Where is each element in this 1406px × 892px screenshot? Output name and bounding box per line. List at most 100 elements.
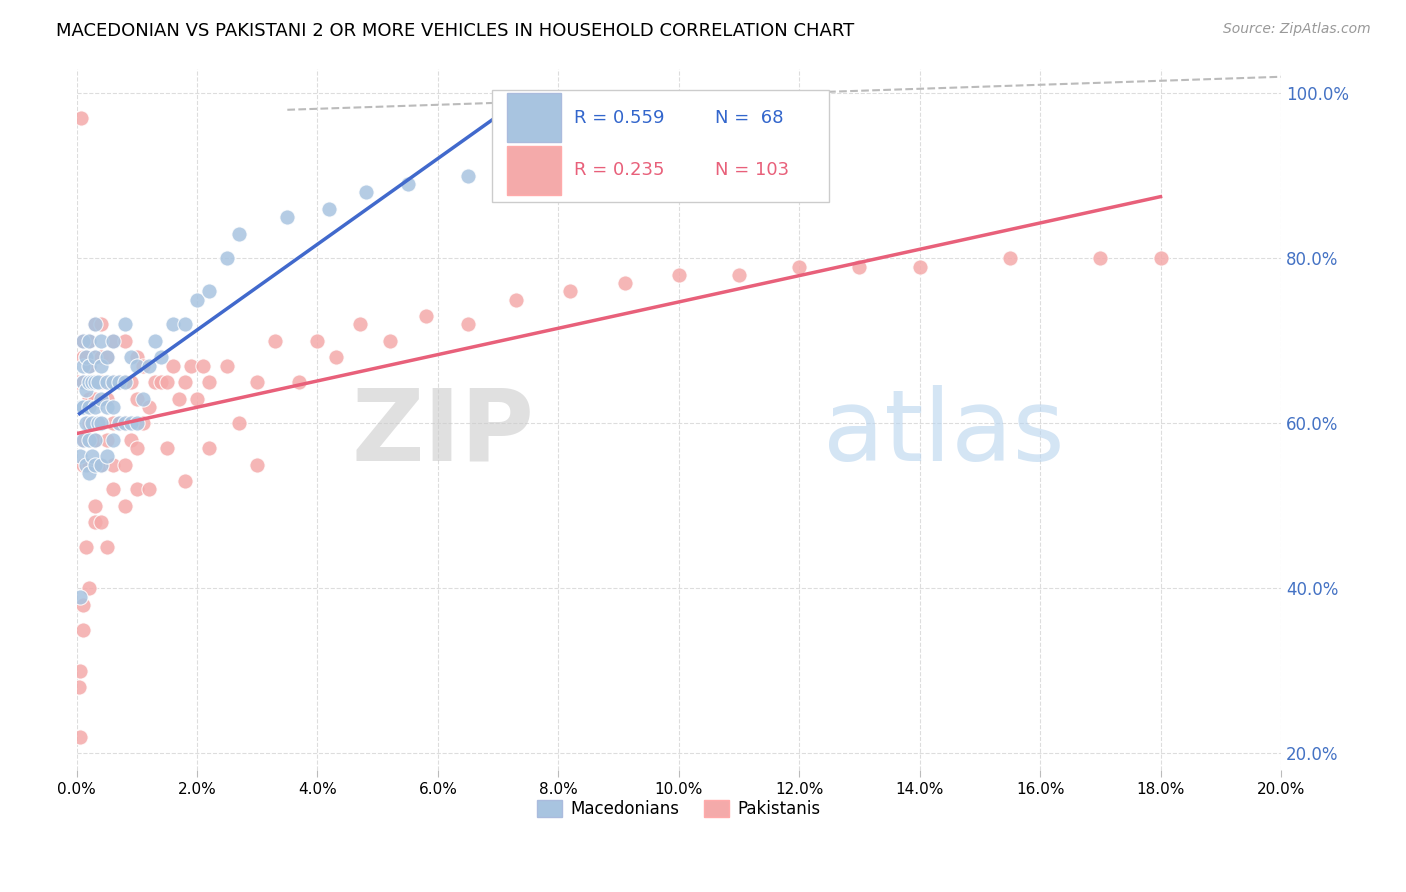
- Point: [75, 458, 97, 472]
- Point: [125, 441, 148, 455]
- Point: [70, 111, 93, 125]
- Point: [125, 359, 148, 373]
- Point: [90, 417, 112, 431]
- Point: [1090, 252, 1112, 266]
- Point: [80, 375, 103, 389]
- Point: [517, 153, 540, 167]
- Point: [162, 318, 184, 332]
- Point: [77, 466, 100, 480]
- Point: [125, 392, 148, 406]
- Point: [143, 334, 166, 348]
- Point: [101, 400, 124, 414]
- Point: [73, 433, 96, 447]
- Point: [787, 260, 810, 274]
- Point: [75, 351, 97, 365]
- Point: [174, 474, 197, 488]
- Point: [120, 375, 142, 389]
- Text: N =  68: N = 68: [714, 109, 783, 127]
- Point: [186, 293, 208, 307]
- Point: [264, 334, 287, 348]
- Point: [80, 375, 103, 389]
- Point: [101, 334, 124, 348]
- Point: [307, 334, 329, 348]
- Point: [125, 351, 148, 365]
- Point: [908, 260, 931, 274]
- Text: ZIP: ZIP: [352, 384, 534, 482]
- Point: [107, 417, 129, 431]
- Point: [83, 433, 105, 447]
- Point: [90, 516, 112, 530]
- Point: [90, 392, 112, 406]
- Point: [86, 375, 108, 389]
- Point: [138, 483, 160, 497]
- Point: [114, 499, 136, 513]
- Point: [83, 318, 105, 332]
- Point: [69, 730, 91, 744]
- Point: [668, 268, 690, 282]
- Point: [125, 483, 148, 497]
- Point: [77, 375, 100, 389]
- Point: [80, 417, 103, 431]
- Point: [72, 375, 94, 389]
- Point: [83, 433, 105, 447]
- Point: [848, 260, 870, 274]
- Point: [114, 334, 136, 348]
- Point: [83, 458, 105, 472]
- Point: [138, 359, 160, 373]
- Point: [77, 334, 100, 348]
- Point: [349, 318, 371, 332]
- Point: [77, 400, 100, 414]
- Point: [560, 285, 582, 299]
- Point: [246, 458, 269, 472]
- Point: [67, 681, 90, 695]
- Point: [96, 375, 118, 389]
- Point: [198, 285, 221, 299]
- Point: [90, 458, 112, 472]
- Point: [96, 351, 118, 365]
- Point: [96, 392, 118, 406]
- Point: [114, 318, 136, 332]
- Point: [90, 458, 112, 472]
- Point: [114, 458, 136, 472]
- Point: [90, 375, 112, 389]
- Point: [83, 392, 105, 406]
- Point: [246, 375, 269, 389]
- Text: N = 103: N = 103: [714, 161, 789, 179]
- Point: [198, 441, 221, 455]
- Point: [77, 334, 100, 348]
- Point: [77, 359, 100, 373]
- Point: [149, 351, 172, 365]
- Point: [613, 276, 636, 290]
- Point: [125, 417, 148, 431]
- Text: MACEDONIAN VS PAKISTANI 2 OR MORE VEHICLES IN HOUSEHOLD CORRELATION CHART: MACEDONIAN VS PAKISTANI 2 OR MORE VEHICL…: [56, 22, 855, 40]
- Point: [114, 375, 136, 389]
- Point: [86, 417, 108, 431]
- Point: [72, 458, 94, 472]
- Point: [107, 375, 129, 389]
- Point: [101, 375, 124, 389]
- Point: [83, 516, 105, 530]
- Point: [77, 392, 100, 406]
- Point: [132, 392, 155, 406]
- Point: [114, 417, 136, 431]
- Point: [77, 433, 100, 447]
- Point: [72, 623, 94, 637]
- Point: [96, 450, 118, 464]
- Point: [75, 351, 97, 365]
- Point: [101, 417, 124, 431]
- Point: [75, 384, 97, 398]
- Point: [228, 227, 250, 241]
- Point: [72, 598, 94, 612]
- Point: [96, 351, 118, 365]
- Point: [86, 375, 108, 389]
- Point: [378, 334, 401, 348]
- Point: [505, 293, 527, 307]
- Point: [998, 252, 1021, 266]
- Point: [101, 334, 124, 348]
- Point: [70, 400, 93, 414]
- Point: [69, 400, 91, 414]
- Point: [72, 359, 94, 373]
- Point: [83, 351, 105, 365]
- Point: [354, 186, 377, 200]
- Point: [83, 351, 105, 365]
